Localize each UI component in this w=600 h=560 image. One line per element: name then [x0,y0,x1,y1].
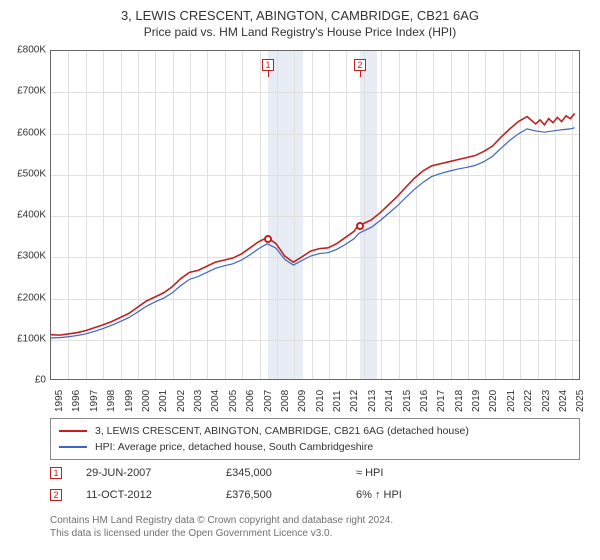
y-axis-tick-label: £500K [4,168,46,179]
x-axis-tick-label: 2013 [367,390,378,412]
x-axis-tick-label: 2020 [488,390,499,412]
x-axis-tick-label: 1998 [106,390,117,412]
footer-line: This data is licensed under the Open Gov… [50,527,580,540]
x-axis-tick-label: 2015 [402,390,413,412]
x-axis-tick-label: 2025 [575,390,586,412]
y-axis-tick-label: £600K [4,127,46,138]
transaction-marker-icon: 2 [50,489,62,501]
y-axis-tick-label: £300K [4,251,46,262]
x-axis-tick-label: 1997 [89,390,100,412]
transaction-date: 11-OCT-2012 [86,489,226,501]
x-axis-tick-label: 2014 [384,390,395,412]
y-axis-tick-label: £0 [4,375,46,386]
x-axis-tick-label: 2011 [332,390,343,412]
y-axis-tick-label: £800K [4,45,46,56]
x-axis-tick-label: 2007 [263,390,274,412]
x-axis-tick-label: 2000 [141,390,152,412]
x-axis-tick-label: 2022 [523,390,534,412]
transaction-price: £345,000 [226,467,356,479]
transaction-price: £376,500 [226,489,356,501]
x-axis-tick-label: 2019 [471,390,482,412]
table-row: 2 11-OCT-2012 £376,500 6% ↑ HPI [50,484,580,506]
chart-plot-area: 12 [50,50,580,380]
chart-title: 3, LEWIS CRESCENT, ABINGTON, CAMBRIDGE, … [0,0,600,23]
legend-row: HPI: Average price, detached house, Sout… [59,439,571,455]
series-line-subject [51,113,575,335]
chart-marker-box: 2 [354,59,366,71]
transaction-marker-icon: 1 [50,467,62,479]
x-axis-tick-label: 2003 [193,390,204,412]
y-axis-tick-label: £400K [4,210,46,221]
chart-marker-tick [360,71,361,77]
footer-attribution: Contains HM Land Registry data © Crown c… [50,514,580,540]
transaction-delta: ≈ HPI [356,467,476,479]
table-row: 1 29-JUN-2007 £345,000 ≈ HPI [50,462,580,484]
x-axis-tick-label: 2018 [454,390,465,412]
legend-swatch-hpi [59,446,87,448]
y-axis-tick-label: £200K [4,292,46,303]
footer-line: Contains HM Land Registry data © Crown c… [50,514,580,527]
chart-marker-dot [356,222,364,230]
x-axis-tick-label: 2005 [228,390,239,412]
x-axis-tick-label: 1999 [124,390,135,412]
transaction-delta: 6% ↑ HPI [356,489,476,501]
x-axis-tick-label: 2009 [297,390,308,412]
legend-row: 3, LEWIS CRESCENT, ABINGTON, CAMBRIDGE, … [59,423,571,439]
legend-label-subject: 3, LEWIS CRESCENT, ABINGTON, CAMBRIDGE, … [95,425,469,437]
x-axis-tick-label: 2008 [280,390,291,412]
x-axis-tick-label: 1995 [54,390,65,412]
x-axis-tick-label: 2023 [541,390,552,412]
chart-marker-tick [268,71,269,77]
x-axis-tick-label: 2024 [558,390,569,412]
legend-label-hpi: HPI: Average price, detached house, Sout… [95,441,373,453]
chart-marker-dot [264,235,272,243]
x-axis-tick-label: 2002 [176,390,187,412]
x-axis-tick-label: 2012 [349,390,360,412]
x-axis-tick-label: 2004 [210,390,221,412]
series-line-hpi [51,128,575,338]
chart-marker-box: 1 [262,59,274,71]
x-axis-tick-label: 2016 [419,390,430,412]
x-axis-tick-label: 2021 [506,390,517,412]
x-axis-tick-label: 2006 [245,390,256,412]
y-axis-tick-label: £700K [4,86,46,97]
legend-box: 3, LEWIS CRESCENT, ABINGTON, CAMBRIDGE, … [50,418,580,460]
chart-subtitle: Price paid vs. HM Land Registry's House … [0,23,600,45]
transactions-table: 1 29-JUN-2007 £345,000 ≈ HPI 2 11-OCT-20… [50,462,580,506]
legend-swatch-subject [59,430,87,432]
x-axis-tick-label: 2017 [436,390,447,412]
transaction-date: 29-JUN-2007 [86,467,226,479]
x-axis-tick-label: 1996 [71,390,82,412]
y-axis-tick-label: £100K [4,333,46,344]
x-axis-tick-label: 2001 [158,390,169,412]
x-axis-tick-label: 2010 [315,390,326,412]
series-svg [51,51,579,379]
